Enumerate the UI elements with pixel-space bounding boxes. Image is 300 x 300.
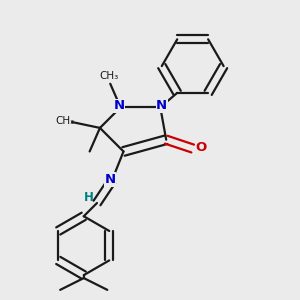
Text: CH₃: CH₃ [55,116,74,126]
Text: CH₃: CH₃ [99,71,119,81]
Text: N: N [156,99,167,112]
Text: N: N [105,173,116,186]
Text: H: H [84,191,94,204]
Text: O: O [195,141,207,154]
Text: N: N [113,99,124,112]
